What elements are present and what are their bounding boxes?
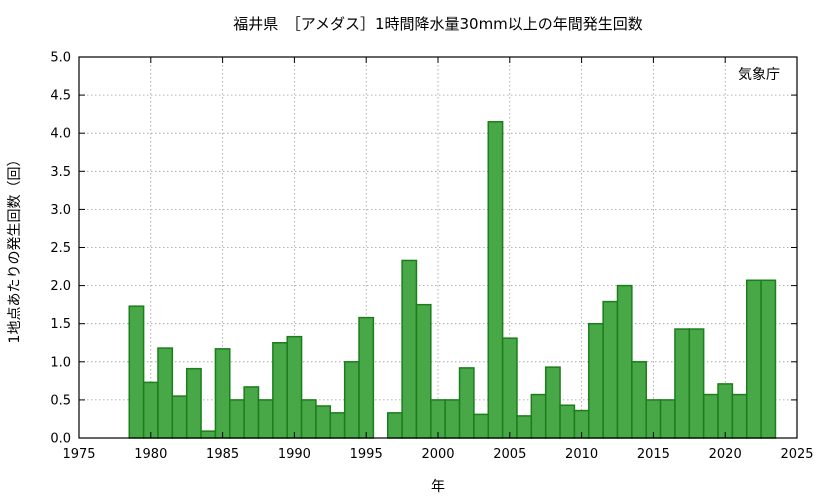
- bar-2023: [760, 279, 777, 439]
- y-tick-label: 3.0: [50, 203, 71, 218]
- y-tick-label: 3.5: [50, 165, 71, 180]
- bar-1984: [200, 430, 217, 439]
- bar-1991: [300, 399, 317, 439]
- x-tick-label: 1990: [278, 447, 311, 462]
- bars: [128, 121, 777, 439]
- x-tick-label: 2015: [637, 447, 670, 462]
- bar-1999: [415, 303, 432, 439]
- bar-1979: [128, 305, 145, 439]
- bar-2004: [487, 121, 504, 439]
- y-tick-label: 1.5: [50, 317, 71, 332]
- bar-1994: [343, 361, 360, 439]
- y-tick-label: 4.0: [50, 127, 71, 142]
- bar-1992: [315, 405, 332, 439]
- bar-2020: [717, 383, 734, 439]
- y-tick-label: 5.0: [50, 51, 71, 66]
- bar-1982: [171, 395, 188, 439]
- bar-2016: [659, 399, 676, 439]
- bar-1980: [142, 381, 159, 439]
- bar-1986: [229, 399, 245, 439]
- x-tick-label: 1980: [134, 447, 167, 462]
- bar-2013: [616, 284, 633, 439]
- x-tick-label: 2005: [493, 447, 526, 462]
- bar-1981: [157, 347, 174, 439]
- bar-1988: [257, 399, 274, 439]
- bar-2018: [688, 328, 705, 439]
- bar-2012: [602, 300, 619, 439]
- x-tick-label: 1995: [350, 447, 383, 462]
- bar-2005: [501, 337, 518, 439]
- bar-2011: [588, 322, 604, 439]
- bar-1995: [358, 316, 375, 439]
- x-tick-label: 2025: [780, 447, 813, 462]
- bar-1998: [401, 259, 418, 439]
- bar-1985: [214, 348, 231, 439]
- bar-2019: [702, 393, 719, 439]
- y-tick-label: 1.0: [50, 355, 71, 370]
- x-tick-label: 1975: [62, 447, 95, 462]
- y-tick-label: 0.0: [50, 432, 71, 447]
- bar-2007: [530, 393, 547, 439]
- bar-2014: [631, 361, 647, 439]
- bar-2003: [473, 413, 490, 439]
- x-tick-label: 2000: [421, 447, 454, 462]
- bar-2021: [731, 393, 748, 439]
- y-tick-label: 2.5: [50, 241, 71, 256]
- y-tick-label: 0.5: [50, 393, 71, 408]
- bar-2009: [559, 404, 576, 439]
- bar-1987: [243, 386, 260, 439]
- axis-ticks: 1975 1980 1985 1990 1995 2000 2005 2010 2015 2020…: [50, 51, 813, 463]
- bar-1983: [185, 367, 202, 439]
- y-tick-label: 4.5: [50, 89, 71, 104]
- bar-2017: [674, 328, 691, 439]
- x-axis-title: 年: [431, 479, 445, 495]
- bar-2008: [544, 366, 561, 439]
- bar-1990: [286, 335, 303, 439]
- bar-1997: [386, 412, 403, 439]
- x-tick-label: 2010: [565, 447, 598, 462]
- bar-1989: [272, 342, 288, 439]
- bar-2006: [516, 415, 533, 439]
- x-tick-label: 1985: [206, 447, 239, 462]
- watermark-label: 気象庁: [738, 67, 780, 83]
- y-axis-title: 1地点あたりの発生回数（回）: [7, 153, 23, 344]
- x-tick-label: 2020: [709, 447, 742, 462]
- bar-2001: [444, 399, 461, 439]
- bar-2022: [745, 279, 762, 439]
- chart-title: 福井県 ［アメダス］1時間降水量30mm以上の年間発生回数: [233, 15, 643, 33]
- y-tick-label: 2.0: [50, 279, 71, 294]
- bar-1993: [329, 412, 346, 439]
- bar-2002: [458, 367, 475, 439]
